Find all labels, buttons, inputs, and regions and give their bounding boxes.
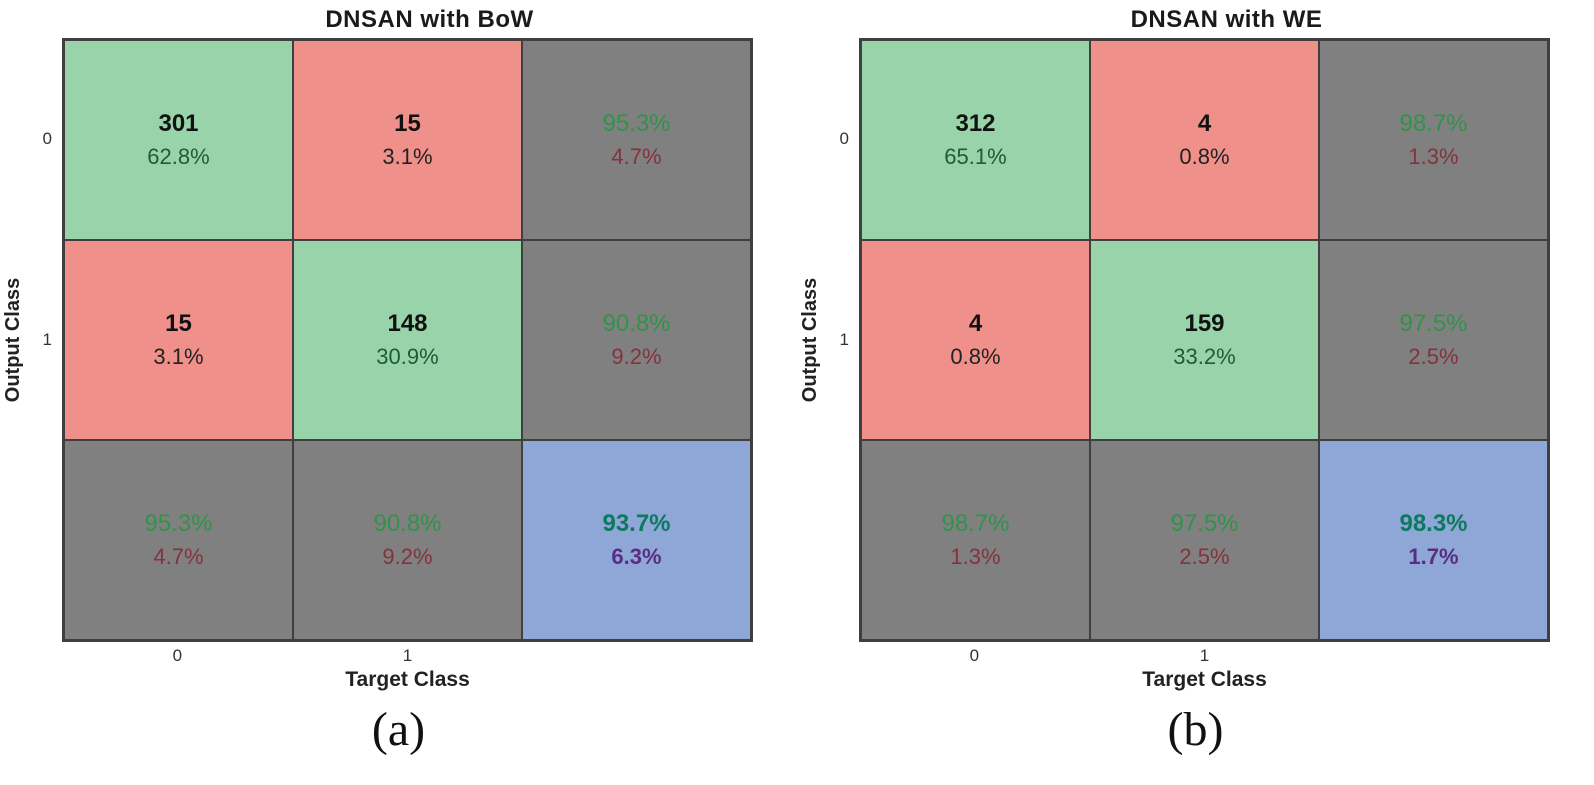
summary-positive: 90.8% [373, 510, 442, 537]
summary-positive: 90.8% [602, 310, 671, 337]
matrix-cell-overall: 98.3% 1.7% [1319, 440, 1548, 640]
chart-title: DNSAN with BoW [325, 6, 534, 33]
matrix-cell-col-summary-1: 90.8% 9.2% [293, 440, 522, 640]
x-axis-label: Target Class [1142, 668, 1267, 691]
summary-positive: 95.3% [602, 110, 671, 137]
matrix-grid: 312 65.1% 4 0.8% 98.7% 1.3% 4 0.8% 159 [859, 38, 1550, 642]
cell-count: 301 [158, 110, 199, 137]
summary-negative: 2.5% [1179, 544, 1230, 569]
matrix-cell-error-1-0: 4 0.8% [861, 240, 1090, 440]
summary-positive: 97.5% [1399, 310, 1468, 337]
matrix-cell-true-1-1: 148 30.9% [293, 240, 522, 440]
x-tick-label: 1 [402, 646, 413, 665]
subfigure-caption-b: (b) [1167, 703, 1224, 756]
summary-negative: 1.3% [950, 544, 1001, 569]
cell-percent: 30.9% [376, 344, 439, 369]
summary-positive: 98.7% [1399, 110, 1468, 137]
x-tick-label: 1 [1199, 646, 1210, 665]
matrix-cell-row-summary-1: 90.8% 9.2% [522, 240, 751, 440]
cell-percent: 33.2% [1173, 344, 1236, 369]
matrix-cell-row-summary-0: 98.7% 1.3% [1319, 40, 1548, 240]
x-tick-label: 0 [969, 646, 980, 665]
confusion-matrix-panel-a: DNSAN with BoW Output Class 0 1 301 62.8… [0, 6, 797, 756]
summary-positive: 97.5% [1170, 510, 1239, 537]
summary-negative: 4.7% [153, 544, 204, 569]
summary-negative: 1.3% [1408, 144, 1459, 169]
matrix-cell-col-summary-0: 98.7% 1.3% [861, 440, 1090, 640]
summary-negative: 9.2% [382, 544, 433, 569]
matrix-cell-error-1-0: 15 3.1% [64, 240, 293, 440]
matrix-grid: 301 62.8% 15 3.1% 95.3% 4.7% 15 3.1% 148 [62, 38, 753, 642]
cell-percent: 62.8% [147, 144, 210, 169]
plot-area: Output Class 0 1 312 65.1% 4 0.8% 98.7% … [797, 38, 1594, 642]
x-axis: 0 1 [859, 642, 1550, 668]
matrix-cell-true-1-1: 159 33.2% [1090, 240, 1319, 440]
cell-count: 4 [1197, 110, 1212, 137]
cell-percent: 3.1% [382, 144, 433, 169]
cell-percent: 0.8% [1179, 144, 1230, 169]
matrix-cell-true-0-0: 301 62.8% [64, 40, 293, 240]
cell-percent: 0.8% [950, 344, 1001, 369]
y-axis: Output Class 0 1 [0, 38, 62, 642]
summary-negative: 2.5% [1408, 344, 1459, 369]
chart-title: DNSAN with WE [1130, 6, 1323, 33]
matrix-cell-overall: 93.7% 6.3% [522, 440, 751, 640]
y-tick-label: 0 [42, 128, 52, 148]
cell-percent: 3.1% [153, 344, 204, 369]
y-tick-label: 1 [42, 330, 52, 349]
cell-count: 159 [1184, 310, 1225, 337]
summary-negative: 4.7% [611, 144, 662, 169]
summary-negative: 9.2% [611, 344, 662, 369]
cell-count: 148 [387, 310, 428, 337]
y-tick-label: 0 [839, 128, 849, 148]
cell-percent: 65.1% [944, 144, 1007, 169]
y-tick-label: 1 [839, 330, 849, 349]
cell-count: 15 [394, 110, 421, 137]
x-axis: 0 1 [62, 642, 753, 668]
x-tick-label: 0 [172, 646, 183, 665]
matrix-cell-row-summary-1: 97.5% 2.5% [1319, 240, 1548, 440]
matrix-cell-error-0-1: 15 3.1% [293, 40, 522, 240]
cell-count: 4 [968, 310, 983, 337]
overall-error: 6.3% [611, 544, 662, 569]
plot-area: Output Class 0 1 301 62.8% 15 3.1% 95.3%… [0, 38, 797, 642]
matrix-cell-true-0-0: 312 65.1% [861, 40, 1090, 240]
summary-positive: 98.7% [941, 510, 1010, 537]
y-axis-label: Output Class [2, 277, 24, 403]
matrix-cell-col-summary-1: 97.5% 2.5% [1090, 440, 1319, 640]
overall-error: 1.7% [1408, 544, 1459, 569]
cell-count: 312 [955, 110, 996, 137]
overall-accuracy: 93.7% [602, 510, 671, 537]
y-axis: Output Class 0 1 [797, 38, 859, 642]
x-axis-label: Target Class [345, 668, 470, 691]
confusion-matrix-panel-b: DNSAN with WE Output Class 0 1 312 65.1%… [797, 0, 1594, 785]
summary-positive: 95.3% [144, 510, 213, 537]
y-axis-label: Output Class [799, 277, 821, 403]
cell-count: 15 [165, 310, 192, 337]
matrix-cell-error-0-1: 4 0.8% [1090, 40, 1319, 240]
matrix-cell-col-summary-0: 95.3% 4.7% [64, 440, 293, 640]
matrix-cell-row-summary-0: 95.3% 4.7% [522, 40, 751, 240]
subfigure-caption-a: (a) [371, 703, 426, 756]
overall-accuracy: 98.3% [1399, 510, 1468, 537]
